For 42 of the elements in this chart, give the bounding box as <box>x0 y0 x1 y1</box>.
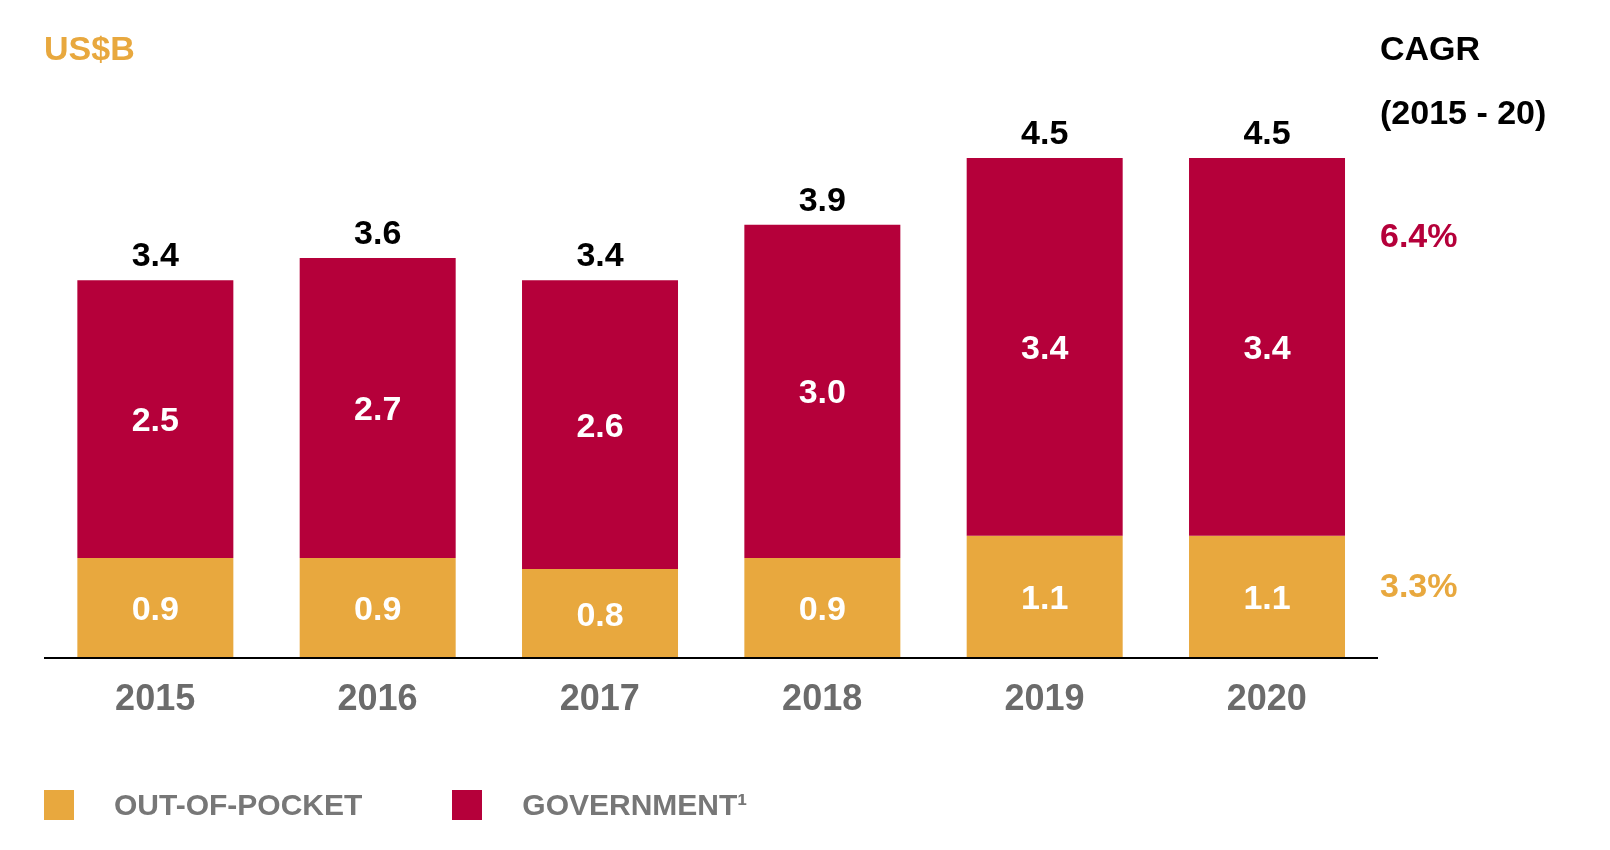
bar <box>299 258 456 558</box>
text: US$B <box>44 28 136 69</box>
data-label: 0.9 <box>131 589 179 627</box>
legend-label: GOVERNMENT¹ <box>522 788 748 822</box>
data-label: 3.0 <box>798 372 846 411</box>
bar <box>744 224 901 558</box>
x-tick-label: 2016 <box>337 676 418 718</box>
total-label: 3.4 <box>576 235 624 274</box>
data-label: 1.1 <box>1243 577 1291 616</box>
data-label: 0.9 <box>354 589 402 627</box>
data-label: 0.8 <box>576 594 624 633</box>
total-label: 3.6 <box>354 213 402 251</box>
bar <box>1189 158 1346 536</box>
x-tick-label: 2019 <box>1004 676 1085 718</box>
bar <box>522 280 679 570</box>
x-tick-label: 2015 <box>115 676 196 718</box>
x-tick-label: 2017 <box>559 676 640 718</box>
bar <box>966 535 1123 658</box>
data-label: 3.4 <box>1243 327 1291 366</box>
text: 3.3% <box>1380 565 1459 606</box>
bar <box>966 158 1123 536</box>
data-label: 2.7 <box>354 389 402 427</box>
total-label: 4.5 <box>1021 113 1069 151</box>
data-label: 2.6 <box>576 405 624 444</box>
bar <box>744 558 901 658</box>
data-label: 2.5 <box>131 400 179 439</box>
data-label: 0.9 <box>798 589 846 627</box>
data-label: 1.1 <box>1021 577 1069 616</box>
bar <box>522 569 679 658</box>
bar <box>1189 535 1346 658</box>
legend-label: OUT-OF-POCKET <box>114 788 363 822</box>
text: CAGR (2015 - 20) <box>1380 28 1548 133</box>
bar <box>77 558 234 658</box>
total-label: 4.5 <box>1243 113 1291 151</box>
total-label: 3.9 <box>798 179 846 218</box>
x-tick-label: 2018 <box>782 676 863 718</box>
text: 6.4% <box>1380 215 1459 256</box>
x-tick-label: 2020 <box>1226 676 1307 718</box>
total-label: 3.4 <box>131 235 180 274</box>
data-label: 3.4 <box>1021 327 1069 366</box>
bar <box>299 558 456 658</box>
bar <box>77 280 234 558</box>
